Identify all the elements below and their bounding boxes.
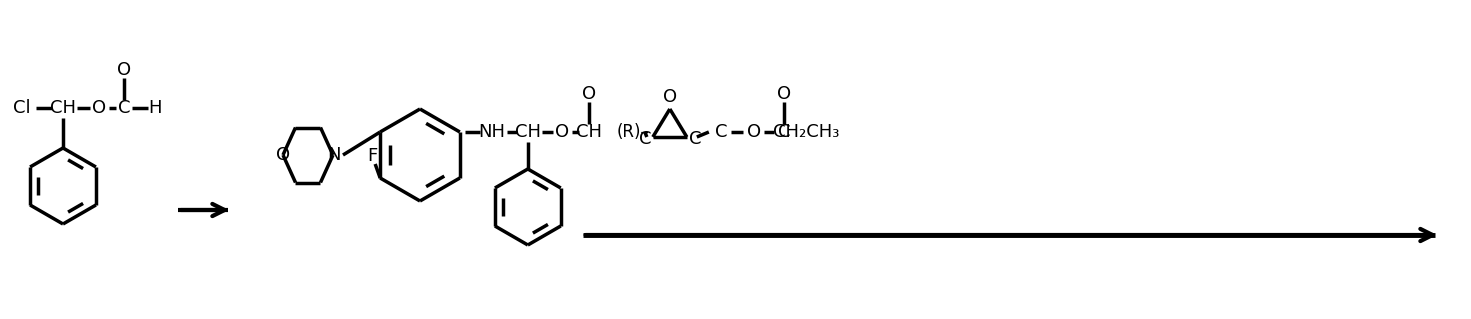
Text: C: C xyxy=(118,99,131,117)
Text: O: O xyxy=(277,146,290,164)
Text: H: H xyxy=(149,99,162,117)
Text: F: F xyxy=(368,147,377,165)
Text: O: O xyxy=(555,123,569,141)
Text: C: C xyxy=(778,123,790,141)
Text: C: C xyxy=(715,123,727,141)
Text: N: N xyxy=(327,146,341,164)
Text: O: O xyxy=(663,88,677,106)
Text: C: C xyxy=(638,130,652,148)
Text: CH: CH xyxy=(575,123,602,141)
Text: O: O xyxy=(581,85,596,103)
Text: CH: CH xyxy=(515,123,541,141)
Text: C: C xyxy=(688,130,702,148)
Text: O: O xyxy=(777,85,791,103)
Text: O: O xyxy=(747,123,761,141)
Text: CH₂CH₃: CH₂CH₃ xyxy=(772,123,838,141)
Text: O: O xyxy=(91,99,106,117)
Text: O: O xyxy=(116,61,131,79)
Text: CH: CH xyxy=(50,99,76,117)
Text: Cl: Cl xyxy=(13,99,31,117)
Text: NH: NH xyxy=(478,123,506,141)
Text: (R)–: (R)– xyxy=(616,123,650,141)
